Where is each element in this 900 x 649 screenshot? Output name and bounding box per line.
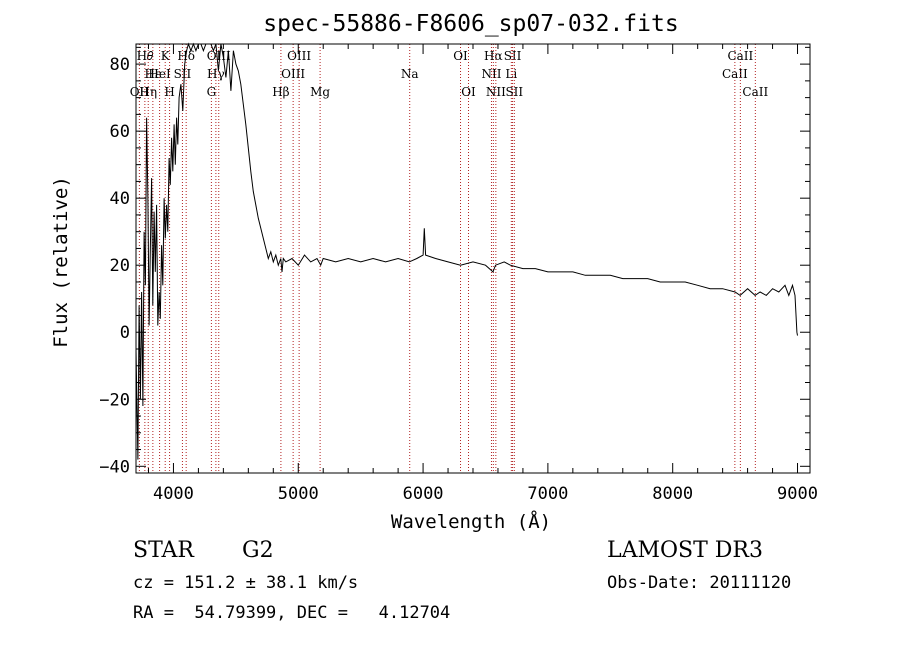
- x-axis-label: Wavelength (Å): [391, 510, 551, 533]
- line-label-26: CaII: [727, 49, 753, 63]
- y-tick-label-5: 60: [110, 122, 130, 142]
- x-axis: 4000 5000 6000 7000 8000 9000: [147, 44, 818, 504]
- observation-date: Obs-Date: 20111120: [607, 573, 792, 593]
- y-tick-label-2: 0: [120, 323, 130, 343]
- line-label-22: Li: [505, 67, 517, 81]
- line-label-1: H𝜃: [137, 49, 154, 63]
- coordinates: RA = 54.79399, DEC = 4.12704: [133, 603, 451, 623]
- line-label-27: CaII: [742, 85, 768, 99]
- line-label-5: K: [161, 49, 171, 63]
- line-label-14: OIII: [287, 49, 311, 63]
- line-label-17: OI: [453, 49, 468, 63]
- line-label-6: H: [164, 85, 174, 99]
- chart-title: spec-55886-F8606_sp07-032.fits: [263, 11, 678, 37]
- line-label-21: NII: [486, 85, 506, 99]
- y-tick-label-4: 40: [110, 189, 130, 209]
- line-label-23: SII: [504, 49, 522, 63]
- x-tick-label-3: 7000: [527, 484, 568, 504]
- line-label-10: Hγ: [207, 67, 225, 81]
- y-axis-label: Flux (relative): [50, 176, 72, 348]
- line-label-9: G: [207, 85, 217, 99]
- line-label-2: Hη: [139, 85, 157, 99]
- x-tick-label-2: 6000: [403, 484, 444, 504]
- line-label-15: Mg: [310, 85, 330, 99]
- redshift-info: cz = 151.2 ± 38.1 km/s: [133, 573, 359, 593]
- y-tick-label-3: 20: [110, 256, 130, 276]
- line-label-4: HeI: [148, 67, 171, 81]
- line-label-18: OI: [461, 85, 476, 99]
- emission-line-markers: OIIH𝜃HηHεHeIKHSIIHδGHγOIIIHβOIIIOIIIMgNa…: [130, 44, 768, 473]
- line-label-20: Hα: [484, 49, 503, 63]
- survey-name: LAMOST DR3: [607, 538, 763, 563]
- x-tick-label-4: 8000: [652, 484, 693, 504]
- line-label-19: NII: [481, 67, 501, 81]
- spectral-subclass: G2: [242, 538, 274, 563]
- y-tick-label-0: −40: [99, 457, 130, 477]
- y-tick-label-6: 80: [110, 55, 130, 75]
- line-label-7: SII: [174, 67, 192, 81]
- spectrum-line: [135, 42, 798, 460]
- x-tick-label-1: 5000: [278, 484, 319, 504]
- line-label-13: OIII: [281, 67, 305, 81]
- plot-area: [135, 42, 798, 460]
- line-label-3: Hε: [145, 67, 162, 81]
- line-label-11: OIII: [207, 49, 231, 63]
- x-tick-label-0: 4000: [153, 484, 194, 504]
- line-label-16: Na: [401, 67, 419, 81]
- x-tick-label-5: 9000: [777, 484, 818, 504]
- object-class: STAR: [133, 538, 194, 563]
- line-label-12: Hβ: [272, 85, 289, 99]
- y-axis: −40 −20 0 20 40 60 80: [99, 46, 810, 477]
- y-tick-label-1: −20: [99, 390, 130, 410]
- line-label-24: SII: [505, 85, 523, 99]
- line-label-25: CaII: [722, 67, 748, 81]
- plot-frame: [135, 43, 811, 474]
